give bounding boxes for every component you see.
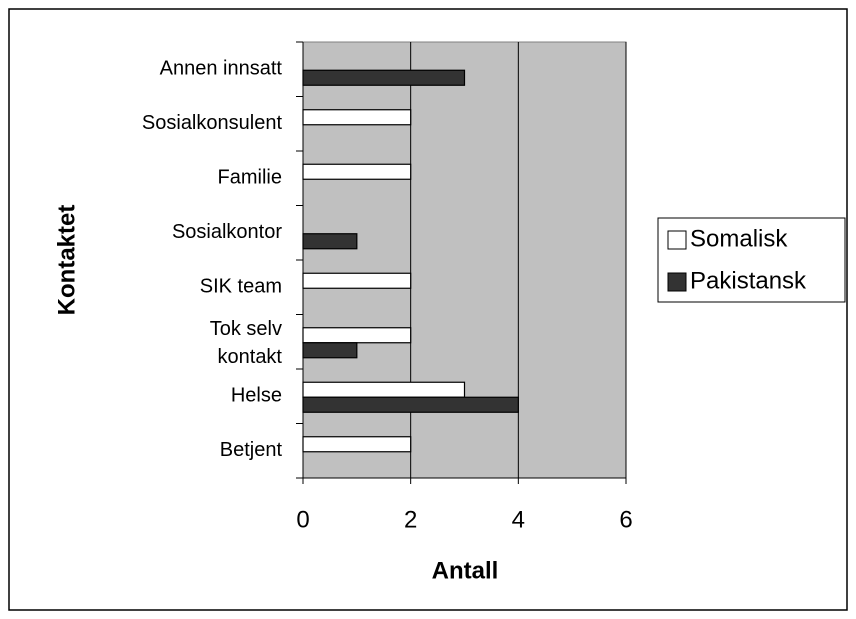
y-tick-label: Annen innsatt xyxy=(160,58,283,80)
x-axis-title: Antall xyxy=(432,557,499,584)
bar xyxy=(302,163,412,180)
bar xyxy=(302,381,466,398)
y-tick-label: Familie xyxy=(218,167,282,189)
legend-label: Somalisk xyxy=(690,225,788,252)
bar xyxy=(302,233,358,250)
legend-swatch xyxy=(667,272,687,292)
bar xyxy=(302,396,519,413)
y-tick-label: Sosialkontor xyxy=(172,221,282,243)
x-tick-label: 2 xyxy=(404,506,417,533)
bar xyxy=(302,327,412,344)
bar xyxy=(302,109,412,126)
bar xyxy=(302,436,412,453)
y-tick-label: Sosialkonsulent xyxy=(142,112,283,134)
bar xyxy=(302,342,358,359)
y-tick-label: Helse xyxy=(231,385,282,407)
bar xyxy=(302,69,466,86)
legend-swatch xyxy=(667,230,687,250)
legend-box xyxy=(657,217,846,303)
x-tick-label: 6 xyxy=(619,506,632,533)
x-tick-label: 0 xyxy=(296,506,309,533)
y-axis-title: Kontaktet xyxy=(53,205,80,316)
bar xyxy=(302,272,412,289)
x-tick-label: 4 xyxy=(512,506,525,533)
label-line: Tok selv xyxy=(210,318,282,340)
legend-label: Pakistansk xyxy=(690,267,807,294)
y-tick-label: Betjent xyxy=(220,439,283,461)
y-tick-label: SIK team xyxy=(200,276,282,298)
label-line: kontakt xyxy=(212,346,282,368)
y-tick-label: Tok selv kontakt xyxy=(210,318,283,368)
